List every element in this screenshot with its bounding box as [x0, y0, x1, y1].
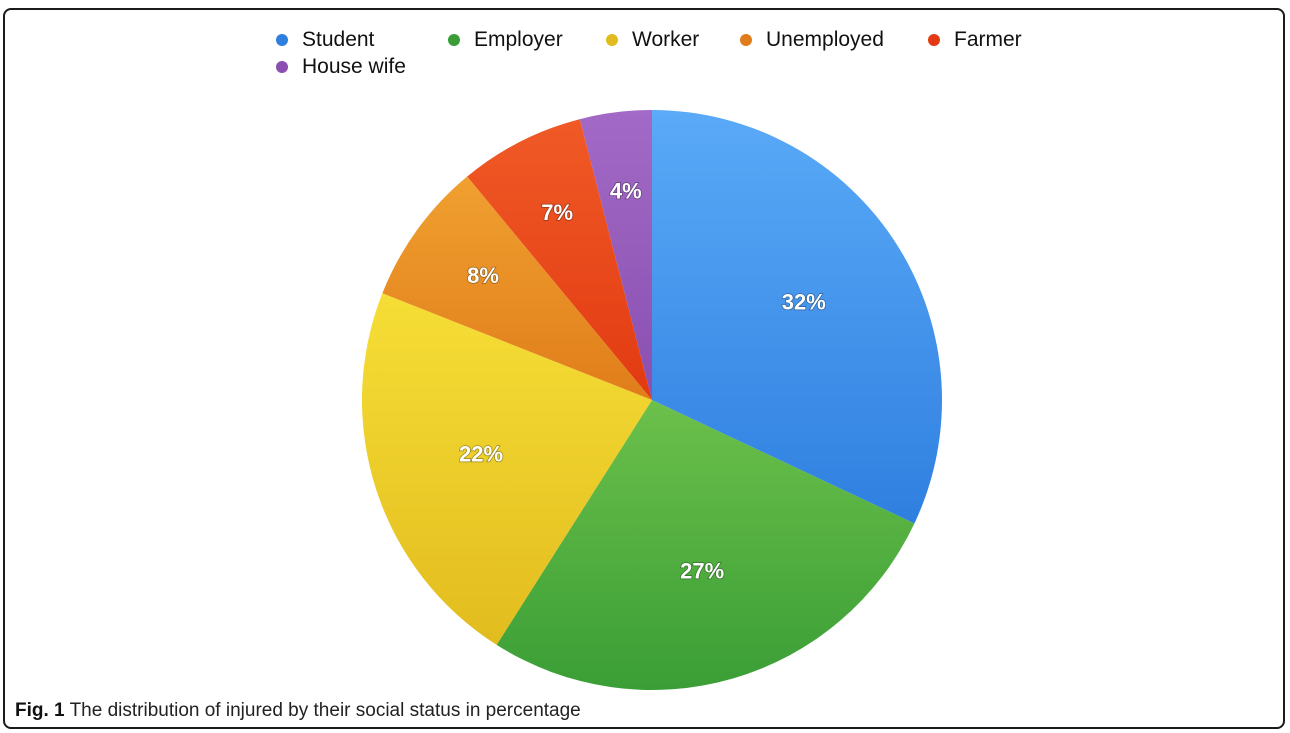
legend-item-student: Student: [276, 28, 375, 51]
caption-text: The distribution of injured by their soc…: [69, 700, 581, 721]
caption-figure-label: Fig. 1: [15, 700, 65, 721]
legend-swatch-student: [276, 34, 288, 46]
legend-label-employer: Employer: [474, 28, 563, 51]
pie-slice-farmer: [467, 119, 652, 400]
legend-item-unemployed: Unemployed: [740, 28, 884, 51]
legend-label-unemployed: Unemployed: [766, 28, 884, 51]
pie-slice-unemployed: [382, 176, 652, 400]
slice-label-student: 32%: [782, 289, 826, 314]
legend-item-worker: Worker: [606, 28, 700, 51]
figure-caption: Fig. 1 The distribution of injured by th…: [15, 700, 581, 722]
legend-swatch-employer: [448, 34, 460, 46]
legend-swatch-house-wife: [276, 61, 288, 73]
legend-item-house-wife: House wife: [276, 55, 406, 78]
pie-slice-student: [652, 110, 942, 524]
legend-label-farmer: Farmer: [954, 28, 1022, 51]
slice-label-unemployed: 8%: [467, 263, 499, 288]
pie-slice-employer: [496, 400, 915, 690]
slice-label-worker: 22%: [459, 441, 503, 466]
pie-slice-worker: [361, 293, 652, 645]
legend-item-employer: Employer: [448, 28, 563, 51]
slice-label-house-wife: 4%: [610, 179, 642, 204]
pie-slice-house-wife: [579, 110, 652, 400]
chart-legend: Student Employer Worker Unemployed Farme…: [0, 0, 1290, 90]
legend-label-student: Student: [302, 28, 375, 51]
legend-swatch-farmer: [928, 34, 940, 46]
legend-swatch-worker: [606, 34, 618, 46]
slice-label-farmer: 7%: [541, 200, 573, 225]
slice-label-employer: 27%: [680, 558, 724, 583]
pie-labels: 32% 27% 22% 8% 7% 4%: [458, 178, 826, 584]
pie-slices: [361, 110, 942, 690]
legend-swatch-unemployed: [740, 34, 752, 46]
legend-label-house-wife: House wife: [302, 55, 406, 78]
legend-label-worker: Worker: [632, 28, 700, 51]
legend-item-farmer: Farmer: [928, 28, 1022, 51]
